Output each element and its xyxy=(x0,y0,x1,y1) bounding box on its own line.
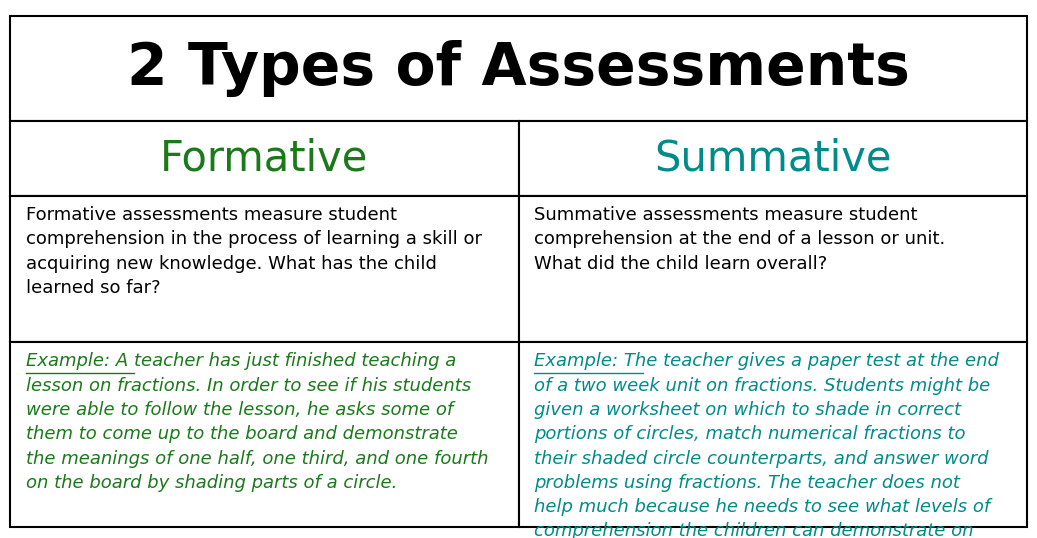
Text: 2 Types of Assessments: 2 Types of Assessments xyxy=(128,40,909,97)
Text: Example: A teacher has just finished teaching a
lesson on fractions. In order to: Example: A teacher has just finished tea… xyxy=(26,352,488,492)
Text: Formative assessments measure student
comprehension in the process of learning a: Formative assessments measure student co… xyxy=(26,206,482,297)
FancyBboxPatch shape xyxy=(518,121,1027,196)
FancyBboxPatch shape xyxy=(10,196,518,342)
Text: Summative: Summative xyxy=(653,138,892,180)
Text: Formative: Formative xyxy=(161,138,368,180)
FancyBboxPatch shape xyxy=(518,342,1027,527)
FancyBboxPatch shape xyxy=(518,196,1027,342)
Text: Example: The teacher gives a paper test at the end
of a two week unit on fractio: Example: The teacher gives a paper test … xyxy=(534,352,999,538)
FancyBboxPatch shape xyxy=(10,342,518,527)
Text: Summative assessments measure student
comprehension at the end of a lesson or un: Summative assessments measure student co… xyxy=(534,206,946,273)
FancyBboxPatch shape xyxy=(10,16,1027,121)
FancyBboxPatch shape xyxy=(10,121,518,196)
